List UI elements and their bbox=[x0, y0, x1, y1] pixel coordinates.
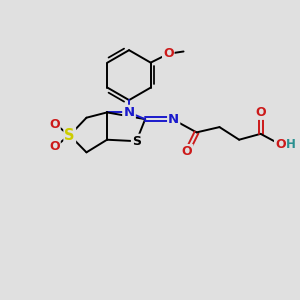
Text: S: S bbox=[64, 128, 75, 143]
Text: N: N bbox=[124, 106, 135, 119]
Text: H: H bbox=[286, 138, 296, 151]
Text: O: O bbox=[275, 138, 286, 151]
Text: S: S bbox=[132, 135, 141, 148]
Text: O: O bbox=[163, 47, 174, 60]
Text: O: O bbox=[182, 145, 193, 158]
Text: O: O bbox=[49, 118, 60, 131]
Text: O: O bbox=[255, 106, 266, 119]
Text: N: N bbox=[168, 113, 179, 126]
Text: O: O bbox=[49, 140, 60, 153]
Text: N: N bbox=[124, 106, 135, 119]
